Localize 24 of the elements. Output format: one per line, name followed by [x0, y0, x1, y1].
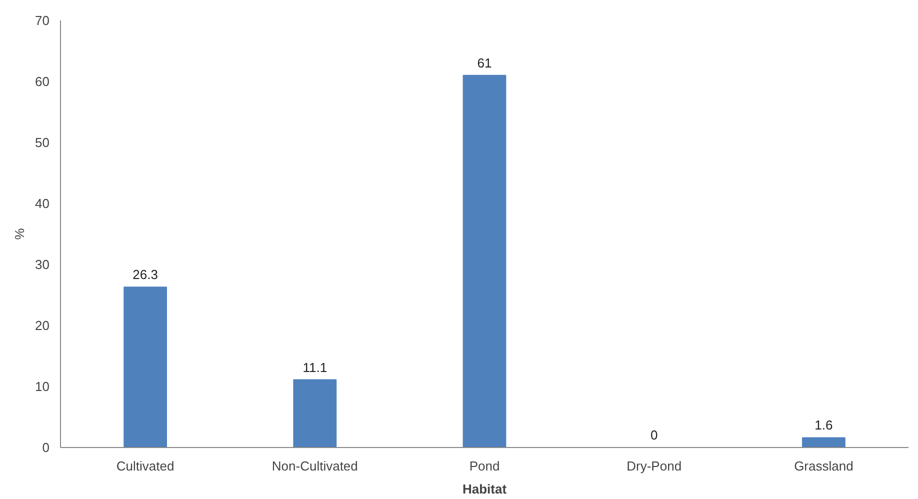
y-tick-label: 10	[35, 379, 50, 394]
x-tick-label: Dry-Pond	[626, 458, 682, 474]
bar	[802, 437, 846, 448]
x-tick-label: Pond	[469, 458, 500, 474]
y-tick-label: 50	[35, 135, 50, 150]
y-tick-label: 60	[35, 74, 50, 89]
x-tick-label: Grassland	[794, 458, 854, 474]
y-tick-label: 0	[42, 440, 50, 455]
bar	[124, 286, 167, 448]
x-tick-label: Non-Cultivated	[272, 458, 358, 474]
y-tick-label: 20	[35, 318, 50, 333]
data-label: 61	[477, 55, 492, 70]
y-tick-label: 70	[35, 13, 50, 28]
y-tick-label: 40	[35, 196, 50, 211]
x-axis-title: Habitat	[462, 482, 508, 496]
y-tick-label: 30	[35, 257, 50, 272]
data-label: 0	[650, 428, 658, 442]
y-axis-title: %	[12, 228, 28, 240]
data-label: 1.6	[814, 418, 833, 433]
bar	[293, 379, 337, 448]
data-label: 11.1	[302, 360, 328, 375]
x-tick-label: Cultivated	[116, 458, 174, 474]
data-label: 26.3	[132, 267, 158, 282]
bar	[462, 74, 506, 448]
